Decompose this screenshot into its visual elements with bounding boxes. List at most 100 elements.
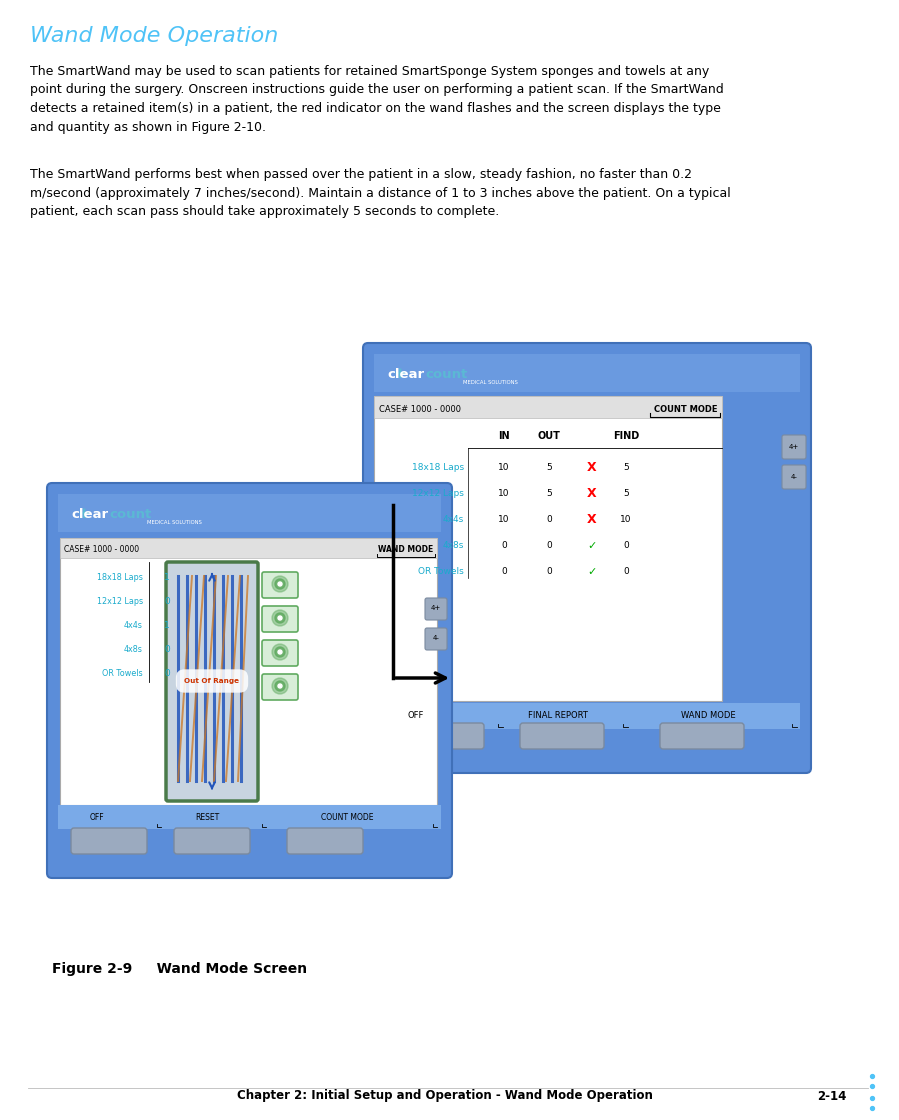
FancyBboxPatch shape (71, 828, 147, 853)
Text: ✓: ✓ (587, 541, 597, 551)
Text: ✚: ✚ (79, 507, 89, 521)
Bar (374, 396, 722, 701)
Text: X: X (587, 487, 597, 500)
FancyBboxPatch shape (425, 598, 447, 620)
Circle shape (278, 616, 282, 620)
Text: clear: clear (387, 367, 424, 381)
Text: 5: 5 (546, 463, 552, 472)
Circle shape (272, 678, 288, 694)
Circle shape (278, 650, 282, 654)
Text: OFF: OFF (408, 711, 424, 720)
Text: 10: 10 (620, 515, 632, 524)
Bar (60, 538, 437, 558)
Text: 10: 10 (498, 515, 510, 524)
Text: 4x4s: 4x4s (442, 515, 464, 524)
FancyBboxPatch shape (287, 828, 363, 853)
FancyBboxPatch shape (400, 724, 484, 749)
Text: ✓: ✓ (587, 567, 597, 577)
Text: X: X (587, 513, 597, 526)
Circle shape (275, 613, 285, 623)
Text: The SmartWand performs best when passed over the patient in a slow, steady fashi: The SmartWand performs best when passed … (30, 168, 731, 218)
Text: COUNT MODE: COUNT MODE (321, 812, 373, 821)
Text: The SmartWand may be used to scan patients for retained SmartSponge System spong: The SmartWand may be used to scan patien… (30, 65, 724, 133)
FancyBboxPatch shape (262, 640, 298, 666)
Text: WAND MODE: WAND MODE (681, 711, 735, 720)
Text: 1: 1 (165, 622, 170, 631)
Text: MEDICAL SOLUTIONS: MEDICAL SOLUTIONS (147, 521, 202, 525)
FancyBboxPatch shape (782, 465, 806, 489)
Text: CASE# 1000 - 0000: CASE# 1000 - 0000 (379, 404, 461, 413)
Text: count: count (425, 367, 467, 381)
Circle shape (275, 647, 285, 657)
Text: Figure 2-9     Wand Mode Screen: Figure 2-9 Wand Mode Screen (52, 962, 307, 976)
Text: OFF: OFF (90, 812, 104, 821)
Text: 2-14: 2-14 (817, 1090, 847, 1102)
Text: 4+: 4+ (431, 605, 441, 612)
Bar (374, 396, 722, 418)
Text: 0: 0 (623, 567, 629, 576)
Text: count: count (109, 507, 151, 521)
Text: CASE# 1000 - 0000: CASE# 1000 - 0000 (64, 545, 139, 554)
Text: 5: 5 (623, 489, 629, 498)
FancyBboxPatch shape (425, 628, 447, 650)
Bar (58, 494, 441, 532)
Text: 0: 0 (501, 541, 507, 550)
Text: FINAL REPORT: FINAL REPORT (528, 711, 588, 720)
Text: 5: 5 (623, 463, 629, 472)
Text: 0: 0 (546, 515, 552, 524)
Text: X: X (587, 461, 597, 474)
Text: 0: 0 (165, 645, 170, 654)
Text: 4x8s: 4x8s (124, 645, 143, 654)
Text: 0: 0 (165, 670, 170, 679)
Circle shape (278, 582, 282, 586)
Text: 10: 10 (498, 489, 510, 498)
Text: 4+: 4+ (789, 444, 799, 450)
Circle shape (278, 684, 282, 688)
Text: RESET: RESET (195, 812, 219, 821)
Text: ✚: ✚ (395, 367, 405, 381)
Text: 10: 10 (498, 463, 510, 472)
Text: OUT: OUT (538, 431, 560, 441)
Text: 5: 5 (546, 489, 552, 498)
Text: 4-: 4- (432, 635, 440, 641)
Text: 0: 0 (165, 597, 170, 607)
Text: Wand Mode Operation: Wand Mode Operation (30, 26, 279, 46)
Text: clear: clear (71, 507, 108, 521)
Text: 0: 0 (546, 541, 552, 550)
Text: MEDICAL SOLUTIONS: MEDICAL SOLUTIONS (463, 381, 518, 385)
Text: Out Of Range: Out Of Range (184, 678, 239, 684)
Text: OR Towels: OR Towels (102, 670, 143, 679)
Text: 4x4s: 4x4s (124, 622, 143, 631)
FancyBboxPatch shape (363, 343, 811, 773)
Text: 12x12 Laps: 12x12 Laps (412, 489, 464, 498)
Circle shape (275, 579, 285, 589)
Text: FIND: FIND (613, 431, 639, 441)
Text: IN: IN (498, 431, 510, 441)
Text: Chapter 2: Initial Setup and Operation - Wand Mode Operation: Chapter 2: Initial Setup and Operation -… (237, 1090, 653, 1102)
Text: 0: 0 (546, 567, 552, 576)
Circle shape (272, 610, 288, 626)
Bar (374, 703, 800, 729)
Circle shape (272, 644, 288, 660)
Text: 0: 0 (501, 567, 507, 576)
Bar (58, 805, 441, 829)
Text: 4-: 4- (790, 474, 797, 480)
FancyBboxPatch shape (166, 562, 258, 801)
FancyBboxPatch shape (174, 828, 250, 853)
Circle shape (275, 681, 285, 691)
Text: 12x12 Laps: 12x12 Laps (97, 597, 143, 607)
Bar (60, 538, 437, 805)
Text: 4x8s: 4x8s (442, 541, 464, 550)
FancyBboxPatch shape (520, 724, 604, 749)
Text: 18x18 Laps: 18x18 Laps (97, 573, 143, 582)
Text: 0: 0 (623, 541, 629, 550)
FancyBboxPatch shape (782, 435, 806, 459)
Text: OR Towels: OR Towels (418, 567, 464, 576)
FancyBboxPatch shape (262, 606, 298, 632)
Text: WAND MODE: WAND MODE (378, 545, 433, 554)
Text: 18x18 Laps: 18x18 Laps (412, 463, 464, 472)
FancyBboxPatch shape (660, 724, 744, 749)
Text: COUNT MODE: COUNT MODE (654, 404, 717, 413)
Bar (374, 354, 800, 392)
Text: 1: 1 (165, 573, 170, 582)
